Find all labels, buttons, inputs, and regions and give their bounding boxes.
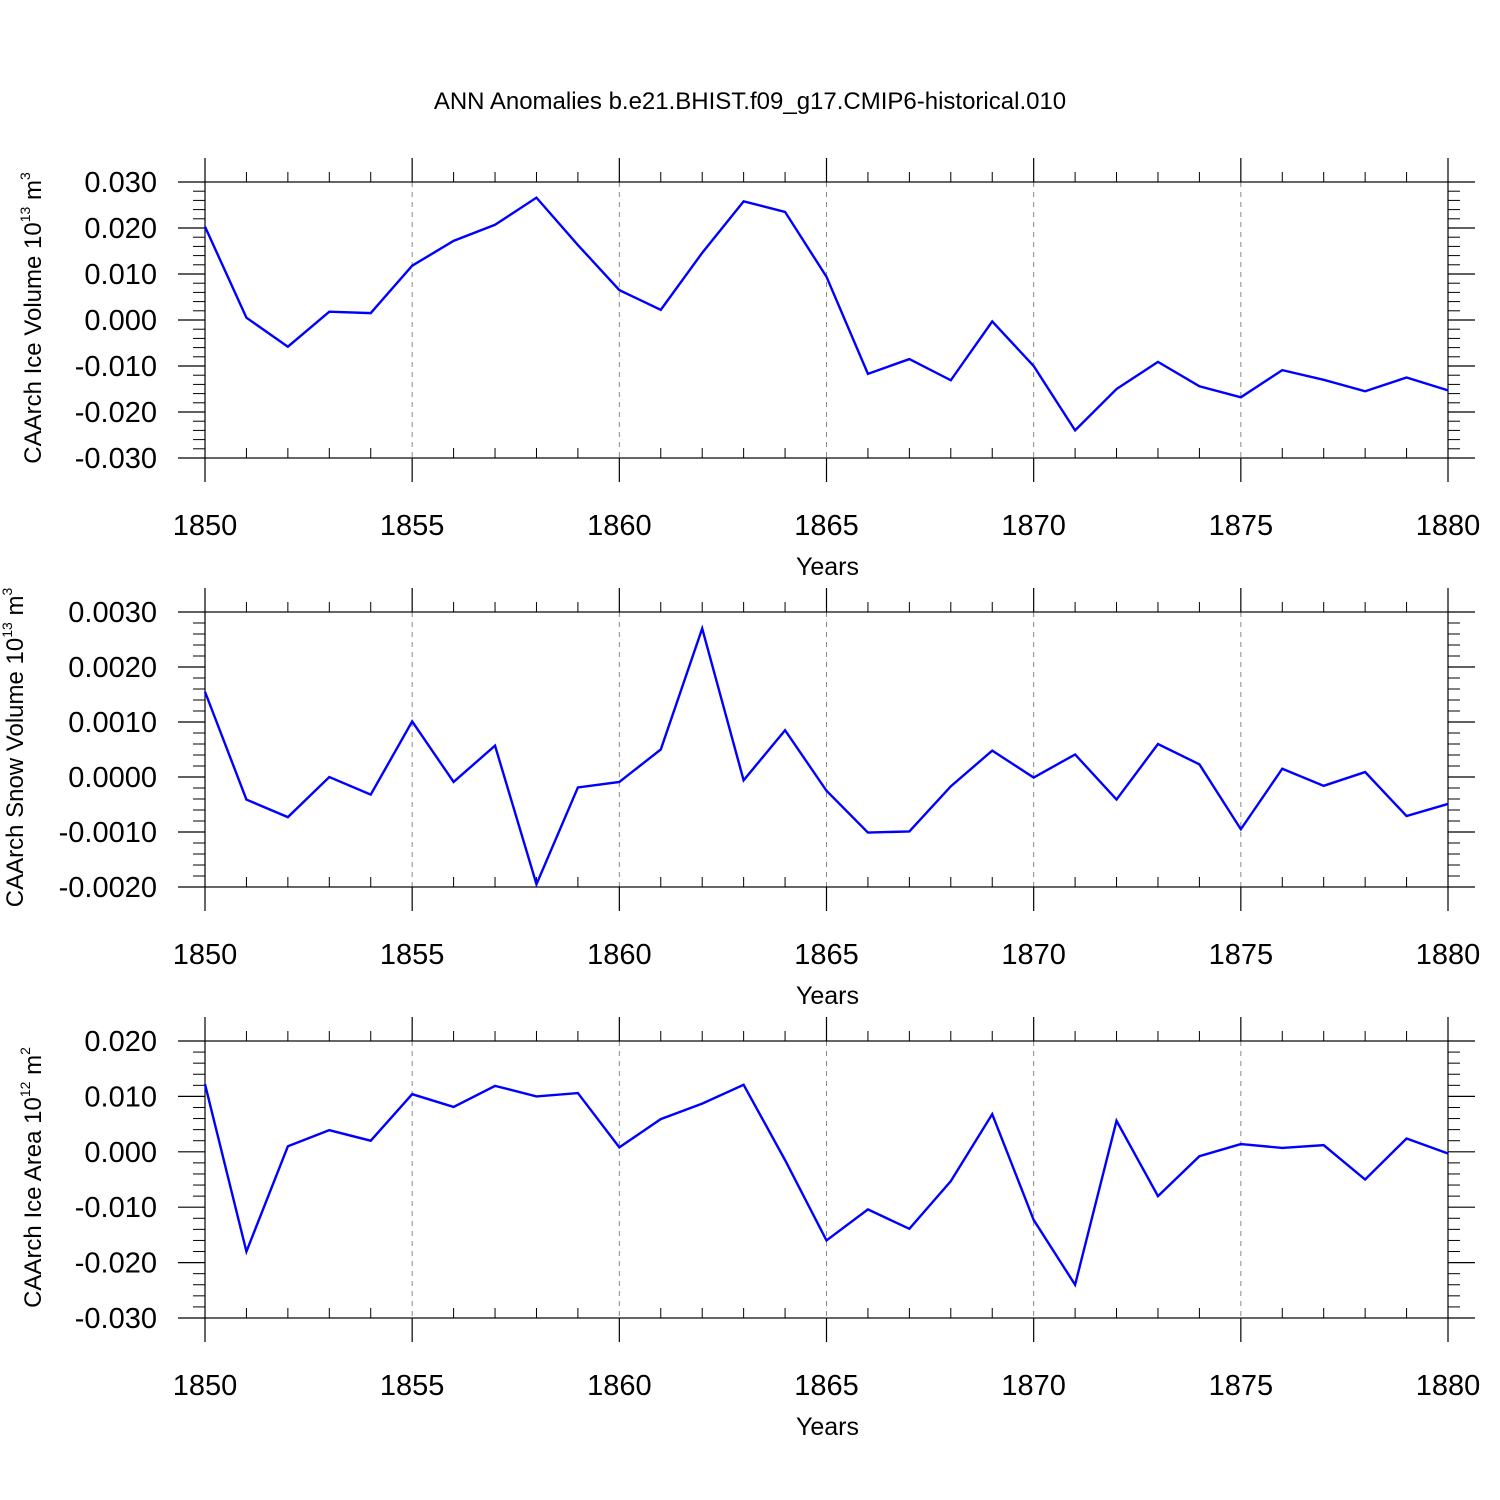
x-tick-label: 1865 bbox=[794, 510, 859, 542]
y-axis-label: CAArch Snow Volume 1013 m3 bbox=[0, 588, 29, 908]
x-tick-label: 1855 bbox=[380, 1370, 445, 1402]
y-axis-label: CAArch Ice Volume 1013 m3 bbox=[17, 172, 47, 464]
panel-3: 0.020 0.010 0.000 -0.010 -0.020 -0.030 1850 185… bbox=[17, 1017, 1480, 1441]
x-tick-label: 1850 bbox=[173, 1370, 238, 1402]
x-tick-label: 1855 bbox=[380, 939, 445, 971]
y-tick-label: 0.020 bbox=[84, 1026, 157, 1058]
x-tick-label: 1875 bbox=[1209, 939, 1274, 971]
y-tick-label: 0.0010 bbox=[68, 707, 157, 739]
y-tick-label: -0.020 bbox=[75, 1248, 157, 1280]
y-tick-label: 0.000 bbox=[84, 1137, 157, 1169]
y-tick-label: -0.020 bbox=[75, 397, 157, 429]
y-tick-label: -0.010 bbox=[75, 1192, 157, 1224]
x-tick-label: 1850 bbox=[173, 510, 238, 542]
x-tick-label: 1860 bbox=[587, 939, 652, 971]
y-tick-label: 0.010 bbox=[84, 259, 157, 291]
x-tick-label: 1865 bbox=[794, 939, 859, 971]
x-tick-label: 1870 bbox=[1001, 939, 1066, 971]
x-tick-label: 1880 bbox=[1416, 1370, 1481, 1402]
y-tick-label: -0.0020 bbox=[59, 872, 157, 904]
x-tick-label: 1880 bbox=[1416, 510, 1481, 542]
x-tick-label: 1870 bbox=[1001, 510, 1066, 542]
y-tick-label: -0.010 bbox=[75, 351, 157, 383]
x-tick-label: 1865 bbox=[794, 1370, 859, 1402]
x-tick-label: 1870 bbox=[1001, 1370, 1066, 1402]
panel-2: 0.0030 0.0020 0.0010 0.0000 -0.0010 -0.0020 18… bbox=[0, 588, 1480, 1010]
y-tick-label: 0.0020 bbox=[68, 652, 157, 684]
panels: 0.030 0.020 0.010 0.000 -0.010 -0.020 -0.030 18… bbox=[0, 158, 1480, 1441]
y-tick-label: -0.030 bbox=[75, 1303, 157, 1335]
y-tick-label: 0.030 bbox=[84, 167, 157, 199]
x-axis-label: Years bbox=[796, 982, 859, 1010]
x-tick-label: 1855 bbox=[380, 510, 445, 542]
y-tick-label: 0.010 bbox=[84, 1081, 157, 1113]
x-tick-label: 1860 bbox=[587, 1370, 652, 1402]
x-axis-label: Years bbox=[796, 1413, 859, 1441]
x-tick-label: 1850 bbox=[173, 939, 238, 971]
x-tick-label: 1875 bbox=[1209, 510, 1274, 542]
x-tick-label: 1860 bbox=[587, 510, 652, 542]
x-axis-label: Years bbox=[796, 553, 859, 581]
panel-1: 0.030 0.020 0.010 0.000 -0.010 -0.020 -0.030 18… bbox=[17, 158, 1480, 581]
x-tick-label: 1880 bbox=[1416, 939, 1481, 971]
y-axis-label: CAArch Ice Area 1012 m2 bbox=[17, 1047, 47, 1308]
y-tick-label: -0.030 bbox=[75, 443, 157, 475]
y-tick-label: 0.0000 bbox=[68, 762, 157, 794]
y-tick-label: 0.000 bbox=[84, 305, 157, 337]
x-tick-label: 1875 bbox=[1209, 1370, 1274, 1402]
chart-title: ANN Anomalies b.e21.BHIST.f09_g17.CMIP6-… bbox=[434, 88, 1066, 115]
y-tick-label: 0.020 bbox=[84, 213, 157, 245]
y-tick-label: -0.0010 bbox=[59, 817, 157, 849]
y-tick-label: 0.0030 bbox=[68, 597, 157, 629]
